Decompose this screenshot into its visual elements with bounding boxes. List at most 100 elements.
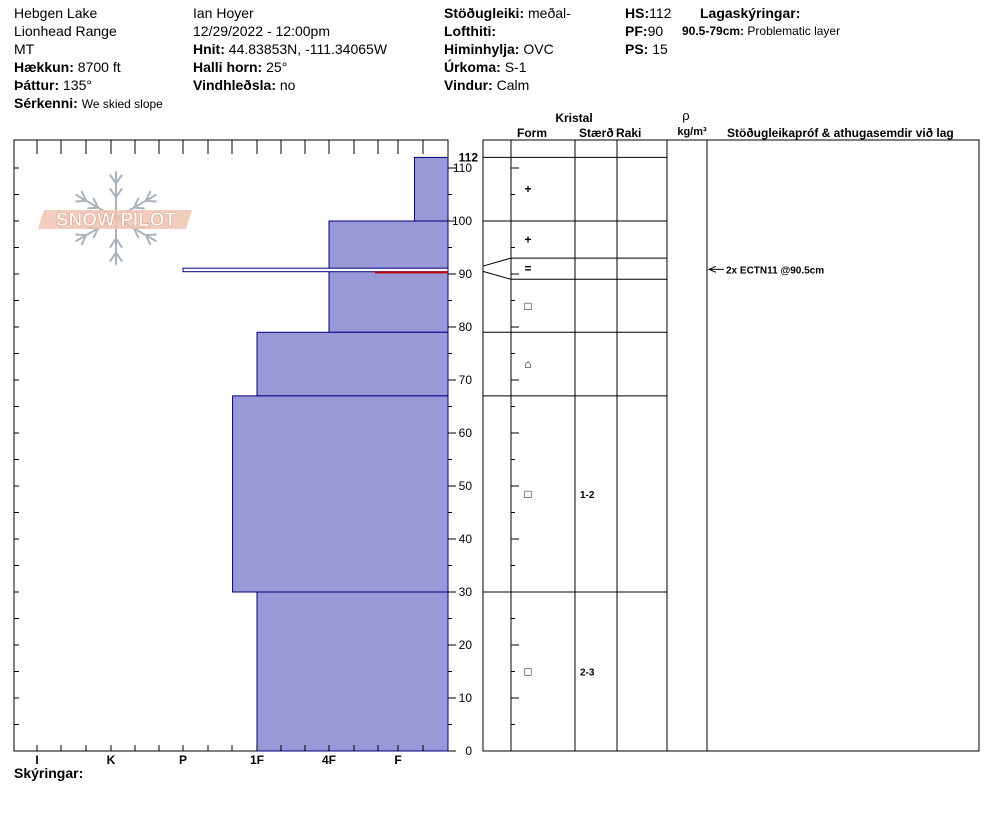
depth-top-label: 112: [459, 150, 479, 164]
snowflake-branch: [109, 188, 117, 199]
hs: HS:112: [625, 4, 671, 22]
snowflake-branch: [109, 237, 117, 248]
wind-loading-value: no: [279, 77, 296, 93]
depth-tick-label: 20: [459, 638, 473, 652]
depth-tick-label: 110: [453, 161, 472, 175]
snowflake-branch: [109, 251, 117, 262]
hardness-label: P: [179, 753, 187, 767]
snowpilot-logo: SNOW PILOT: [38, 171, 192, 265]
aspect: Þáttur: 135°: [14, 76, 92, 94]
sky-value: OVC: [523, 41, 554, 57]
location-area: Hebgen Lake: [14, 5, 98, 21]
snowflake-branch: [144, 199, 157, 203]
location-range: Lionhead Range: [14, 23, 117, 39]
logo-banner: [38, 210, 192, 229]
elevation-value: 8700 ft: [77, 59, 121, 75]
density-unit: kg/m³: [677, 126, 707, 138]
air-temp: Lofthiti:: [444, 22, 496, 40]
grain-form: =: [524, 262, 531, 276]
depth-tick-label: 90: [459, 267, 473, 281]
snowflake-branch: [144, 234, 152, 246]
hs-label: HS:: [625, 5, 650, 21]
snowflake-branch: [115, 188, 123, 199]
moisture-header: Raki: [616, 126, 641, 140]
hardness-label: 1F: [250, 753, 264, 767]
wind-value: Calm: [496, 77, 530, 93]
depth-tick-label: 50: [459, 479, 473, 493]
observer: Ian Hoyer: [193, 5, 254, 21]
snowflake-branch: [75, 199, 88, 203]
ps-value: 15: [652, 41, 668, 57]
coordinates: Hnit: 44.83853N, -111.34065W: [193, 40, 387, 58]
layer-connector: [482, 257, 512, 267]
pf-value: 90: [647, 23, 664, 39]
snowflake-branch: [75, 233, 88, 237]
elevation: Hækkun: 8700 ft: [14, 58, 121, 76]
layer-notes-label: Lagaskýringar:: [700, 4, 800, 22]
datetime: 12/29/2022 - 12:00pm: [193, 23, 330, 39]
size-header: Stærð: [579, 126, 614, 140]
pf: PF:90: [625, 22, 663, 40]
ps-label: PS:: [625, 41, 649, 57]
snowflake-branch: [109, 174, 117, 185]
comments-label: Skýringar:: [14, 765, 83, 781]
grain-form: □: [524, 487, 531, 501]
depth-tick-label: 70: [459, 373, 473, 387]
snowflake-branch: [115, 251, 123, 262]
sky-cover: Himinhylja: OVC: [444, 40, 554, 58]
slope-angle: Halli horn: 25°: [193, 58, 287, 76]
form-header: Form: [517, 126, 547, 140]
grain-form: ⌂: [524, 357, 531, 371]
aspect-label: Þáttur:: [14, 77, 60, 93]
depth-tick-label: 80: [459, 320, 473, 334]
pf-label: PF:: [625, 23, 648, 39]
feature: Sérkenni: We skied slope: [14, 94, 163, 113]
snowflake-branch: [144, 190, 152, 202]
ps: PS: 15: [625, 40, 668, 58]
table-frame: [482, 139, 980, 752]
snowflake-branch: [80, 234, 88, 246]
feature-value: We skied slope: [81, 97, 163, 111]
snowflake-branch: [80, 190, 88, 202]
precip-value: S-1: [504, 59, 527, 75]
depth-tick-label: 40: [459, 532, 473, 546]
stability-value: meðal-: [528, 5, 571, 21]
grain-form: +: [524, 182, 531, 196]
slope-label: Halli horn:: [193, 59, 263, 75]
coords-value: 44.83853N, -111.34065W: [228, 41, 388, 57]
hardness-bar: [414, 156, 449, 222]
hardness-label: 4F: [322, 753, 336, 767]
stability-col-header: Stöðugleikapróf & athugasemdir við lag: [727, 126, 954, 140]
snowflake-branch: [92, 197, 100, 209]
coords-label: Hnit:: [193, 41, 225, 57]
hardness-label: K: [107, 753, 116, 767]
crystal-header: Kristal: [555, 111, 592, 125]
grain-form: +: [524, 233, 531, 247]
stability: Stöðugleiki: meðal-: [444, 4, 571, 22]
grain-size: 2-3: [580, 668, 595, 679]
hardness-label: I: [35, 753, 38, 767]
depth-tick-label: 100: [452, 214, 472, 228]
snowflake-branch: [87, 206, 100, 210]
depth-tick-label: 10: [459, 691, 473, 705]
aspect-value: 135°: [63, 77, 92, 93]
snowflake-branch: [144, 233, 157, 237]
logo-text: SNOW PILOT: [56, 210, 177, 231]
precipitation: Úrkoma: S-1: [444, 58, 526, 76]
depth-tick-label: 30: [459, 585, 473, 599]
hardness-bar: [256, 331, 449, 397]
grain-form: □: [524, 299, 531, 313]
precip-label: Úrkoma:: [444, 59, 501, 75]
test-arrowhead: [707, 265, 717, 273]
layer-note: 90.5-79cm: Problematic layer: [682, 22, 840, 40]
wind: Vindur: Calm: [444, 76, 529, 94]
hardness-bar: [328, 270, 449, 333]
layer-note-text: Problematic layer: [747, 24, 841, 38]
hardness-bar: [232, 395, 449, 593]
snowflake-branch: [132, 206, 145, 210]
hardness-bar: [328, 220, 449, 270]
hardness-label: F: [394, 753, 401, 767]
air-temp-label: Lofthiti:: [444, 23, 497, 39]
stability-test-result: 2x ECTN11 @90.5cm: [726, 265, 824, 276]
